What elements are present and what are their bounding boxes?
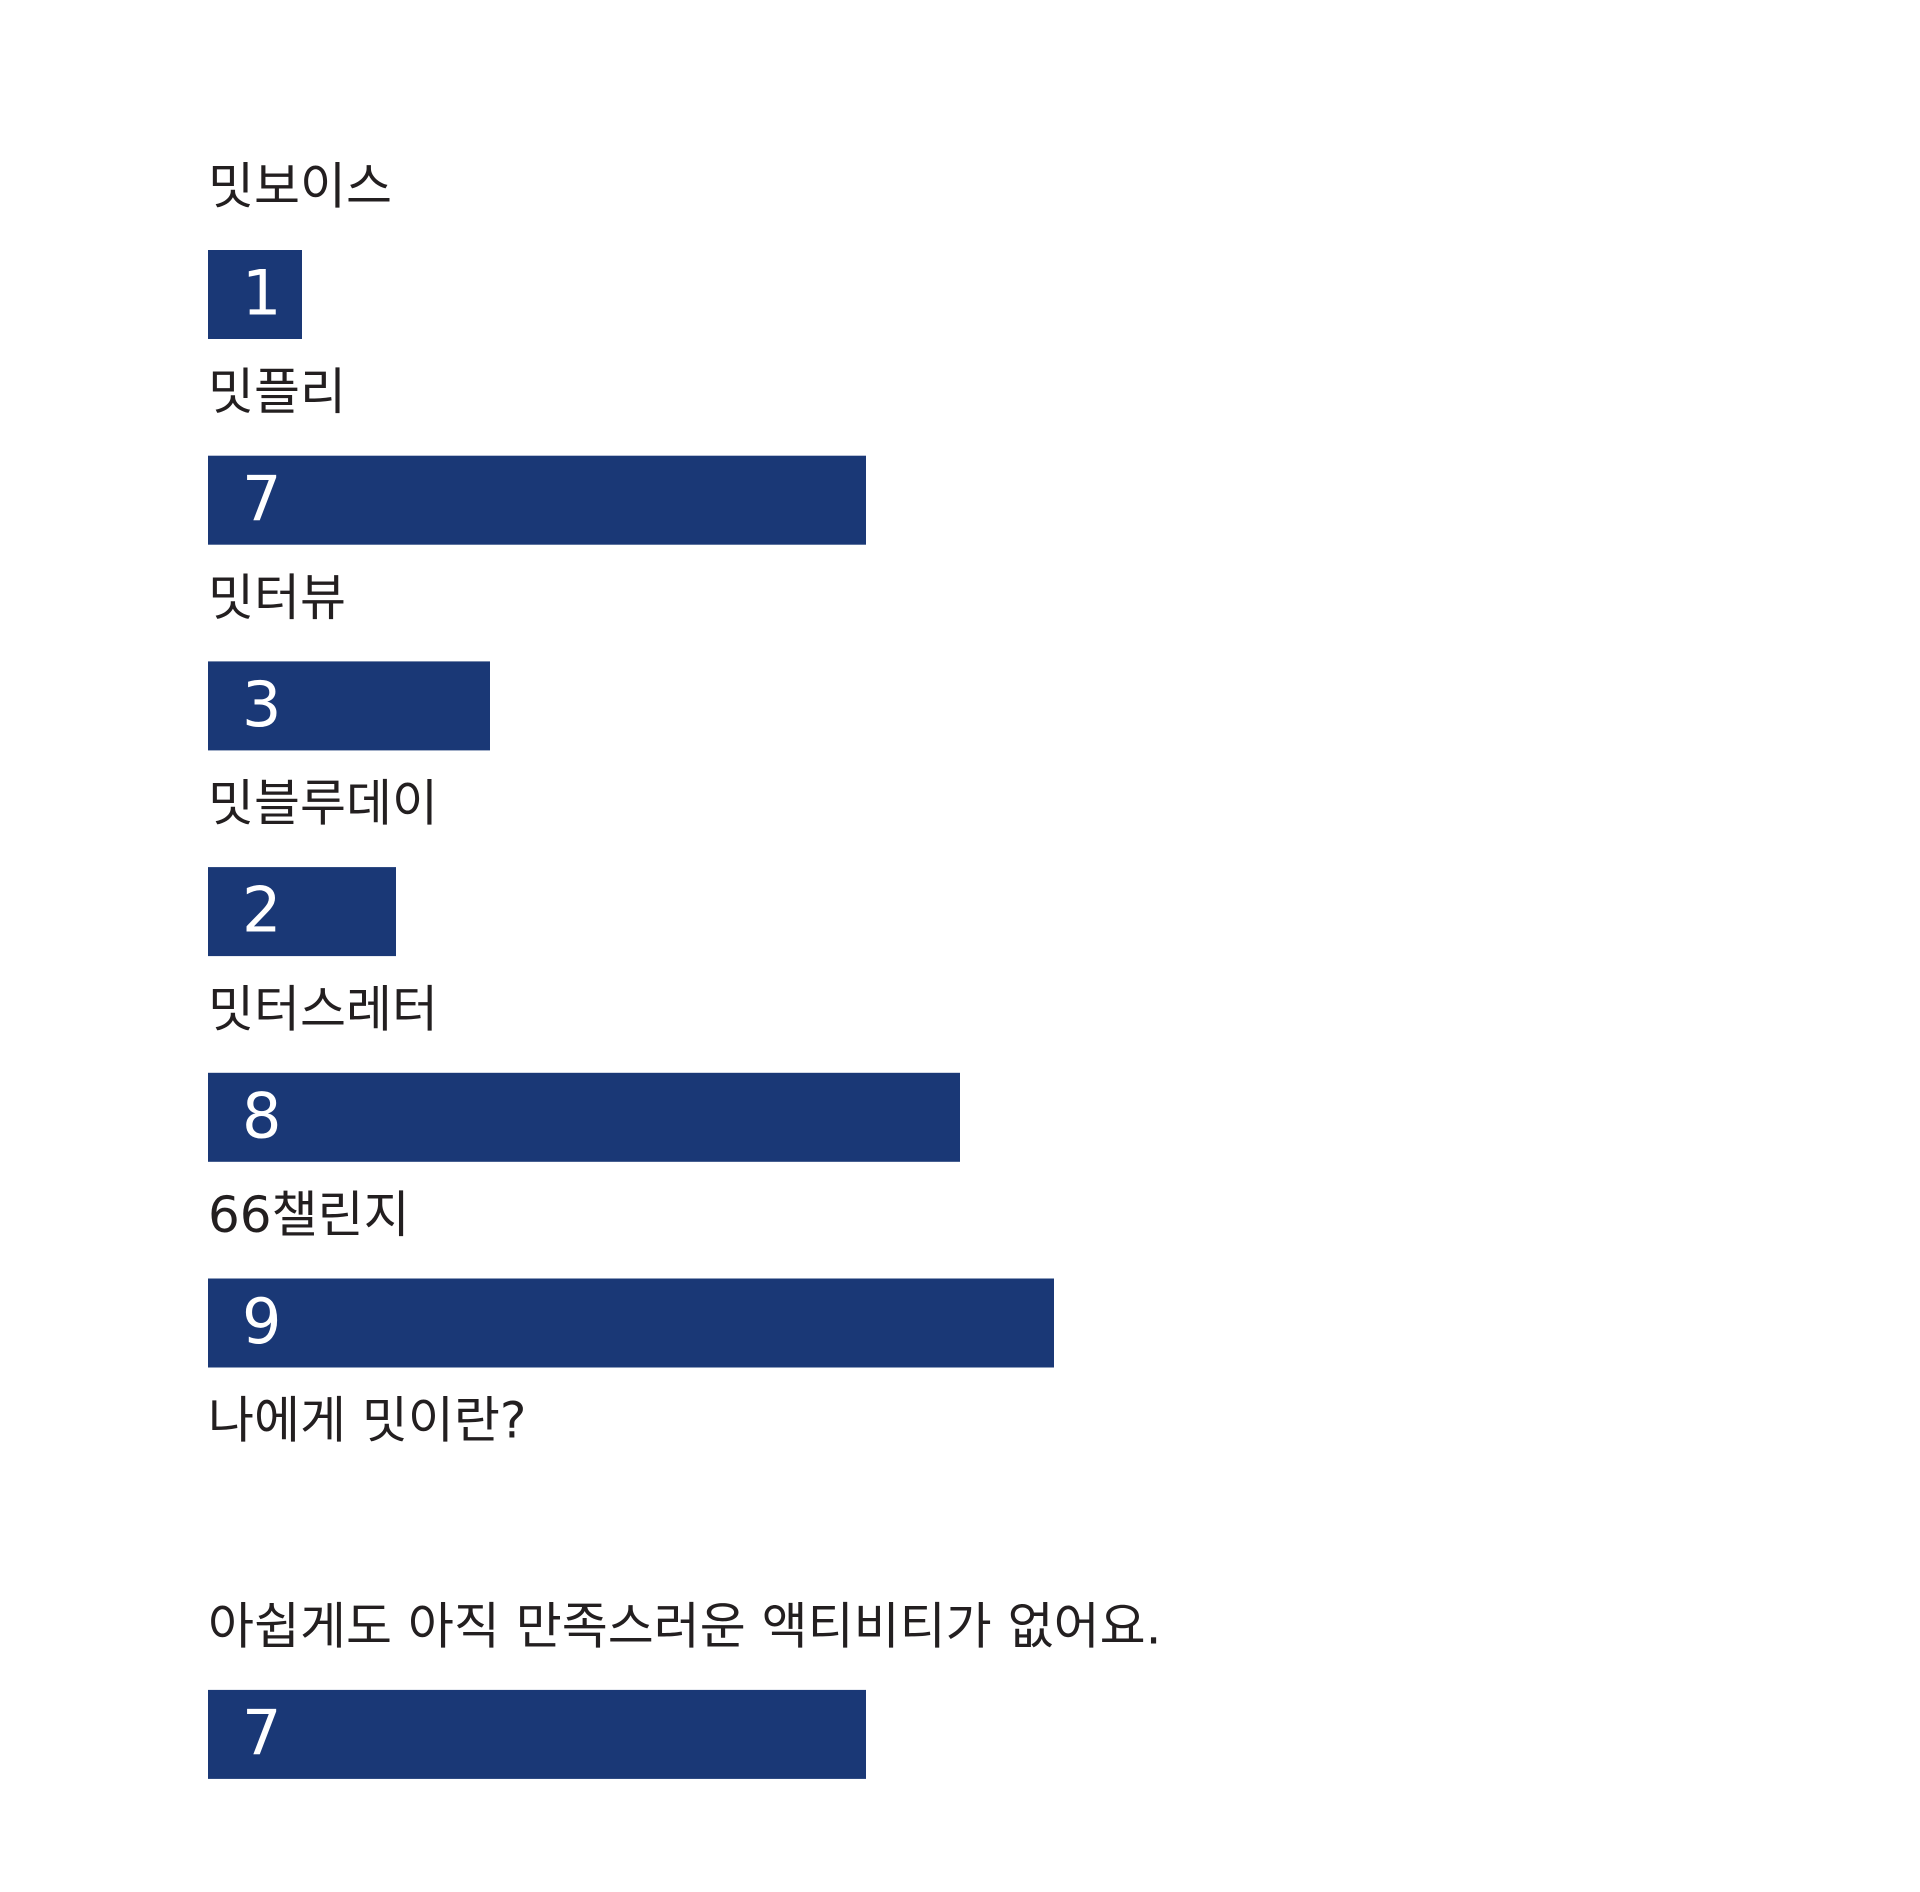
category-label: 밋블루데이: [208, 775, 438, 833]
value-label: 7: [242, 1696, 281, 1769]
category-label: 아쉽게도 아직 만족스러운 액티비티가 없어요.: [208, 1597, 1161, 1655]
value-label: 8: [242, 1079, 281, 1152]
value-label: 1: [242, 257, 281, 330]
category-label: 밋보이스: [208, 158, 392, 216]
bar: [208, 1689, 866, 1779]
bar: [208, 250, 302, 339]
category-label: 밋터뷰: [208, 569, 346, 627]
bar: [208, 455, 866, 545]
value-label: 3: [242, 668, 281, 741]
bar: [208, 661, 490, 751]
value-label: 7: [242, 462, 281, 535]
category-label: 밋플리: [208, 363, 346, 421]
value-label: 2: [242, 874, 281, 947]
category-label: 나에게 밋이란?: [208, 1392, 526, 1450]
value-label: 9: [242, 1285, 281, 1358]
bar: [208, 867, 396, 957]
bar: [208, 1072, 960, 1162]
bar: [208, 1278, 1054, 1368]
category-label: 밋터스레터: [208, 980, 438, 1038]
category-label: 66챌린지: [208, 1186, 410, 1244]
